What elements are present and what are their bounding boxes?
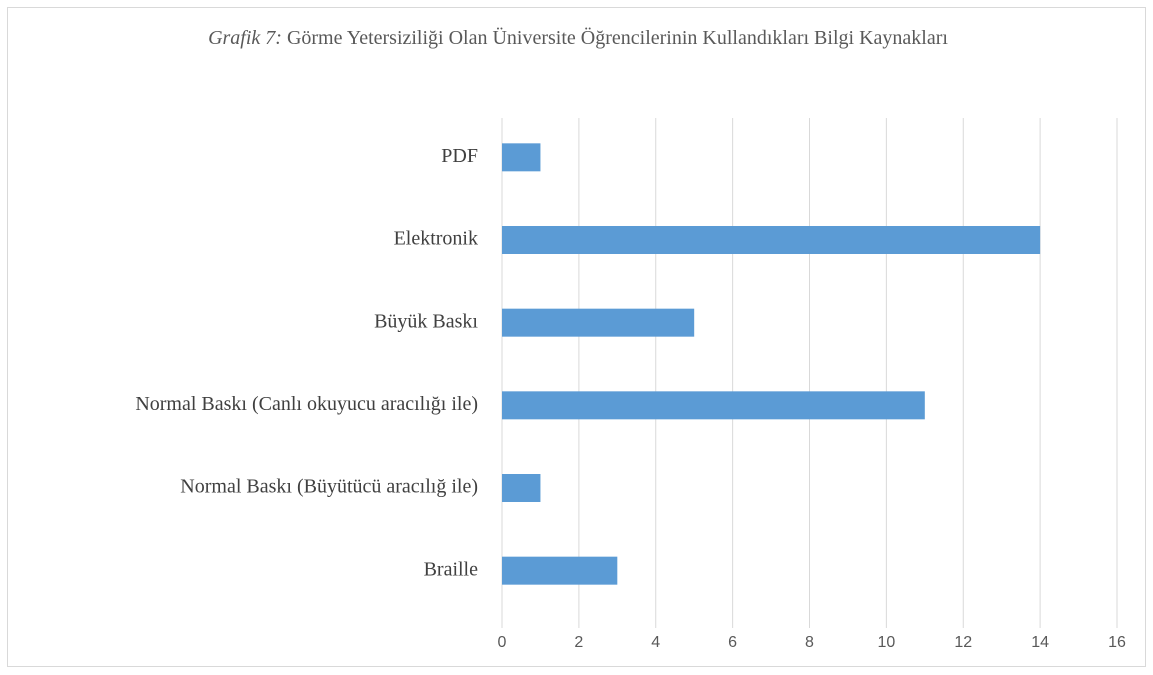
y-tick-label: PDF xyxy=(441,145,478,167)
bar xyxy=(502,143,541,172)
y-tick-label: Normal Baskı (Büyütücü aracılığ ile) xyxy=(180,476,478,498)
title-text: Görme Yetersiziliği Olan Üniversite Öğre… xyxy=(286,27,948,49)
bar xyxy=(502,308,695,337)
x-tick-label: 0 xyxy=(498,634,507,651)
chart-title: Grafik 7: Görme Yetersiziliği Olan Ünive… xyxy=(118,22,1038,54)
x-tick-label: 14 xyxy=(1031,634,1049,651)
y-tick-label: Normal Baskı (Canlı okuyucu aracılığı il… xyxy=(135,393,478,415)
bar xyxy=(502,474,541,502)
title-prefix: Grafik 7: xyxy=(208,27,282,49)
x-tick-label: 8 xyxy=(805,634,814,651)
bar xyxy=(502,556,618,585)
x-tick-label: 6 xyxy=(728,634,737,651)
y-tick-label: Büyük Baskı xyxy=(374,310,478,332)
x-tick-label: 4 xyxy=(651,634,660,651)
bar xyxy=(502,391,925,420)
x-tick-label: 12 xyxy=(954,634,972,651)
y-tick-label: Elektronik xyxy=(394,228,478,250)
bar xyxy=(502,226,1041,254)
x-tick-label: 10 xyxy=(877,634,895,651)
x-tick-label: 16 xyxy=(1108,634,1126,651)
x-tick-label: 2 xyxy=(574,634,583,651)
y-tick-label: Braille xyxy=(424,558,479,580)
